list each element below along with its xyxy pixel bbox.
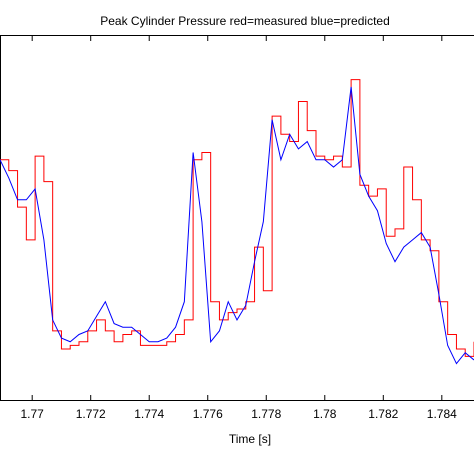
x-axis-label: Time [s] [229,432,271,446]
x-tick-label: 1.78 [313,407,337,421]
chart-title: Peak Cylinder Pressure red=measured blue… [100,14,390,28]
x-tick-label: 1.774 [134,407,164,421]
x-tick-label: 1.772 [76,407,106,421]
x-tick-label: 1.784 [427,407,457,421]
x-tick-label: 1.77 [21,407,45,421]
x-tick-label: 1.776 [193,407,223,421]
plot-frame [0,35,474,401]
x-tick-label: 1.778 [251,407,281,421]
x-tick-label: 1.782 [368,407,398,421]
series-line [0,79,474,357]
series-line [0,86,474,365]
